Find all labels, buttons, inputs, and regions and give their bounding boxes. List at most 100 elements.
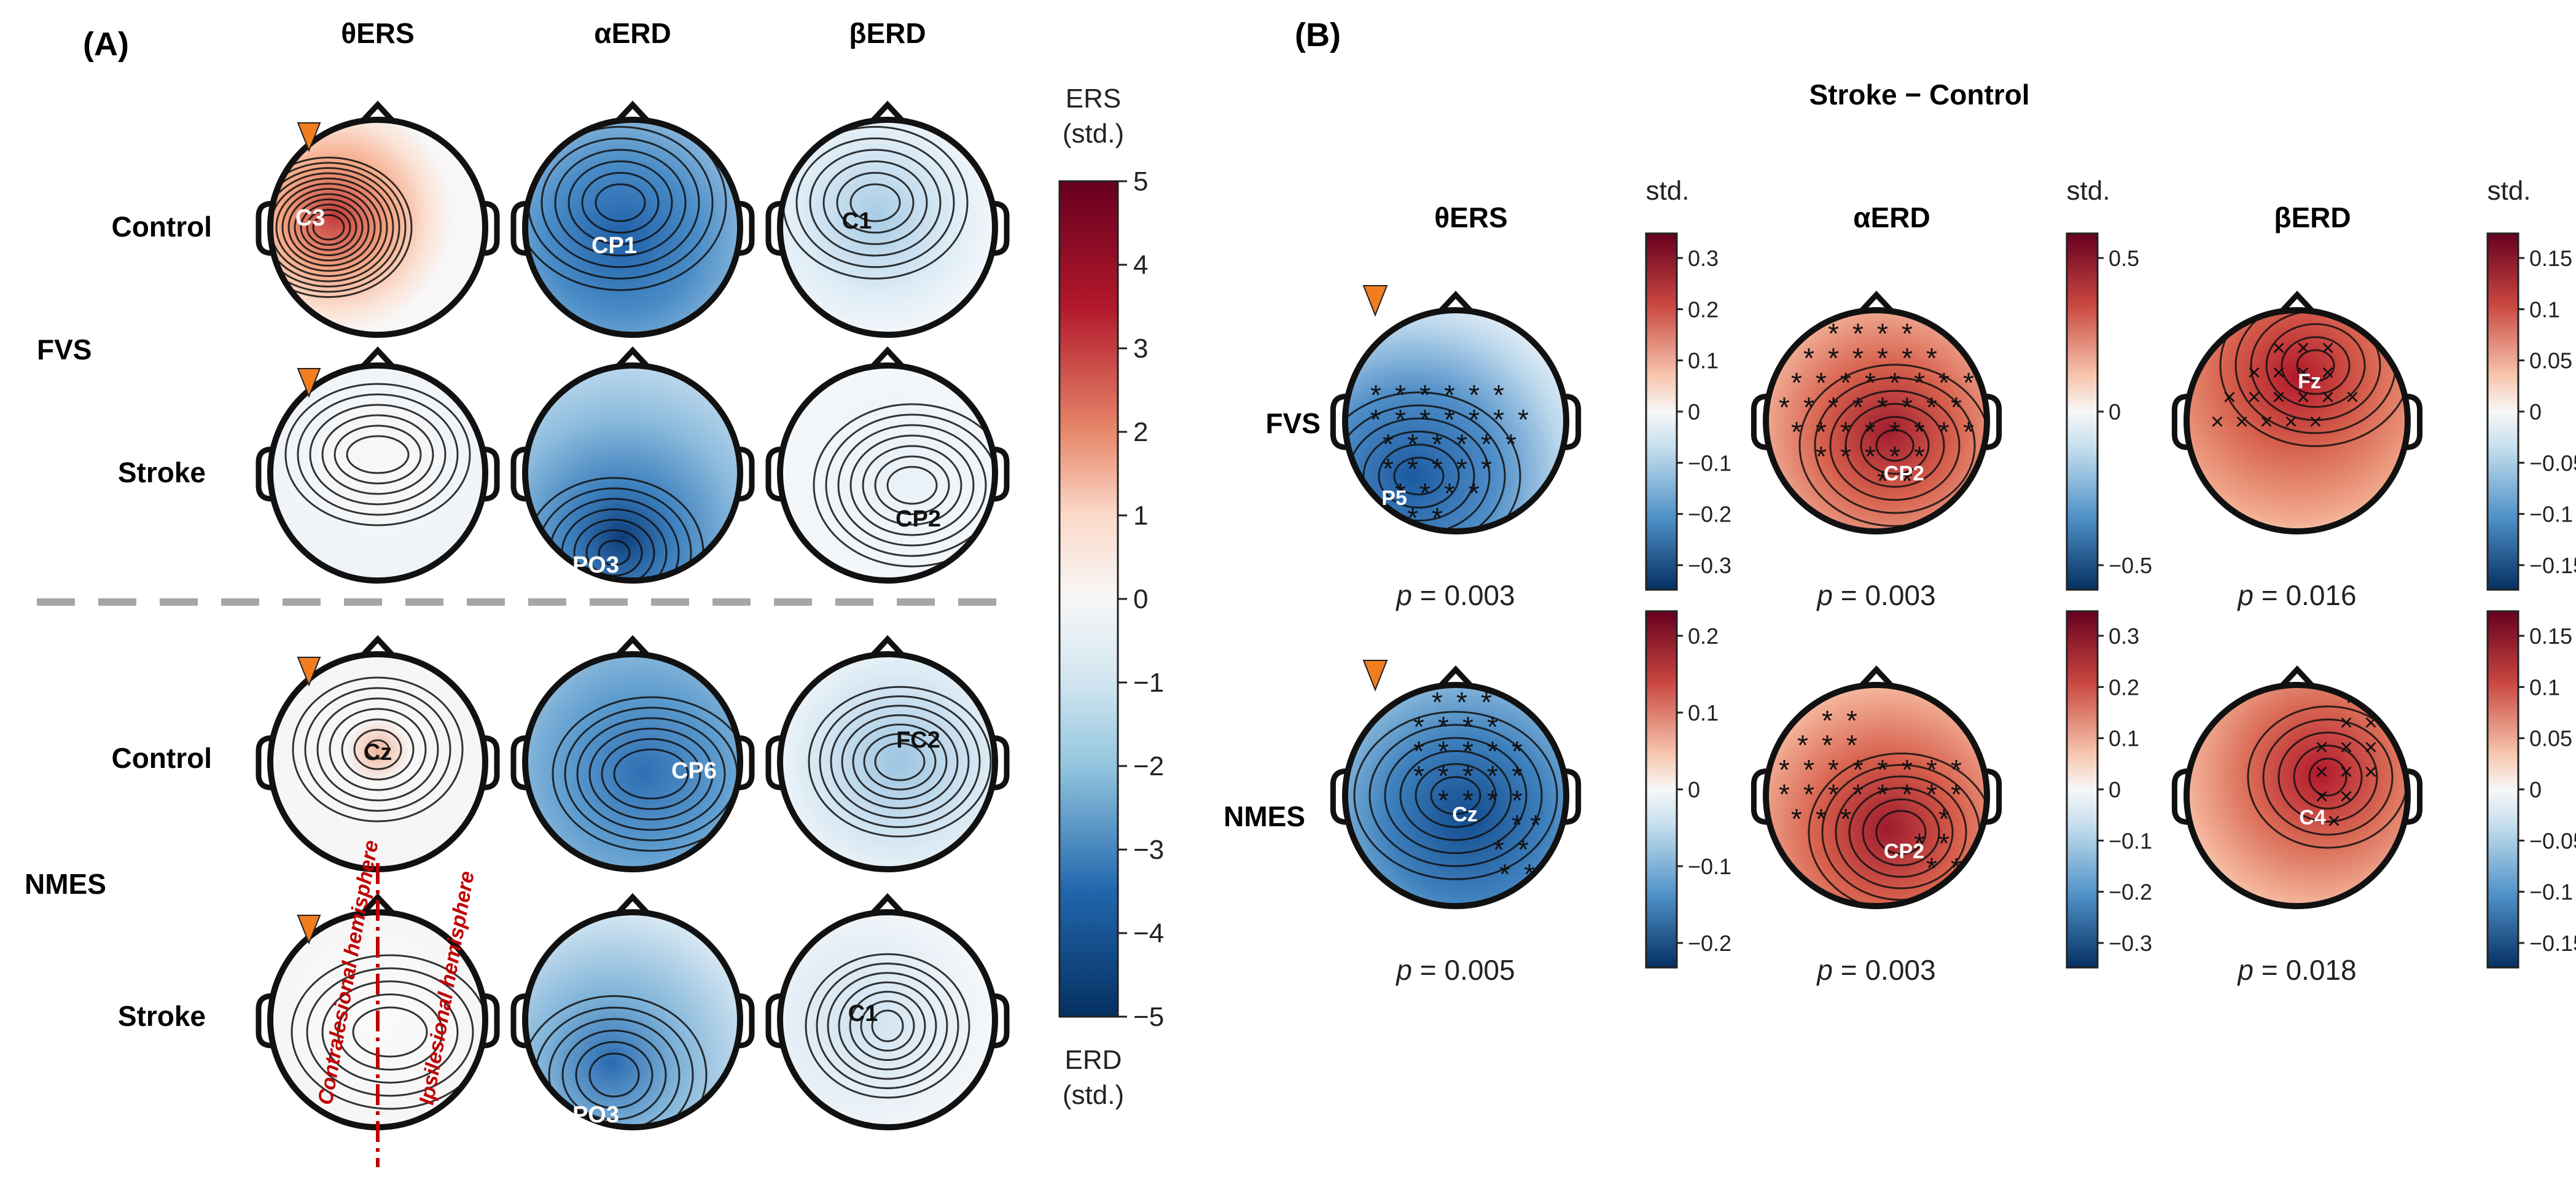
significance-marker: * — [1877, 465, 1888, 497]
left-ear — [1330, 768, 1347, 825]
significance-marker: * — [1840, 440, 1851, 472]
tick-label: −5 — [1133, 1002, 1164, 1032]
significance-marker: * — [1889, 416, 1900, 448]
significance-marker: * — [1444, 477, 1455, 509]
scalp-map — [2187, 310, 2408, 531]
left-ear — [256, 993, 272, 1049]
significance-marker: * — [1797, 729, 1808, 761]
significance-marker: * — [1456, 428, 1467, 460]
contour-lines — [805, 953, 970, 1099]
peak-electrode-label: CP1 — [591, 233, 637, 259]
p-value: 0.003 — [1444, 579, 1515, 611]
left-ear — [765, 447, 782, 502]
significance-marker: * — [1432, 453, 1443, 485]
significance-marker: * — [1902, 754, 1913, 786]
peak-electrode-label: Cz — [1452, 803, 1478, 826]
nose — [1859, 291, 1894, 313]
significance-marker: × — [2340, 710, 2353, 736]
significance-marker: * — [1791, 367, 1802, 399]
significant-electrodes: * * ** * * ** * * * ** * * * ** * * ** ** ** * — [1413, 686, 1541, 890]
right-ear — [2406, 393, 2423, 450]
scalp-map — [780, 912, 995, 1127]
tick-label: 0.15 — [2529, 246, 2572, 271]
significant-electrodes: * ** * ** * * * * * * ** * * * * * * ** * * ** ** * — [1779, 705, 1962, 884]
peak-electrode-label: PO3 — [572, 552, 619, 578]
row-label-fvs-stroke: Stroke — [118, 456, 206, 488]
head-outline — [522, 909, 743, 1130]
nose — [2279, 291, 2315, 313]
significance-marker: * — [1938, 416, 1950, 448]
significance-marker: * — [1889, 440, 1900, 472]
right-ear — [2406, 768, 2423, 825]
tick-label: −0.15 — [2529, 553, 2576, 578]
significance-marker: * — [1840, 367, 1851, 399]
peak-electrode-label: C3 — [295, 205, 326, 231]
left-ear — [2171, 768, 2188, 825]
tick-label: −0.2 — [1688, 931, 1731, 956]
significance-marker: * — [1963, 416, 1974, 448]
diff-colorbar — [1645, 232, 1678, 591]
peak-electrode-label: CP2 — [1884, 462, 1924, 485]
significance-marker: * — [1902, 778, 1913, 810]
nose — [870, 635, 905, 657]
significance-marker: * — [1481, 453, 1492, 485]
diff-topomap-head: * ** * ** * * * * * * ** * * * * * * ** * * ** ** *CP2 — [1751, 665, 2002, 909]
p-value-label: p = 0.016 — [2236, 579, 2356, 611]
significance-marker: * — [1462, 735, 1473, 767]
significance-marker: * — [1512, 760, 1523, 792]
significance-marker: * — [1926, 778, 1937, 810]
left-ear — [1330, 393, 1347, 450]
tick-label: −0.05 — [2529, 828, 2576, 853]
contour-lines — [292, 676, 464, 823]
significance-marker: * — [1462, 784, 1473, 816]
topomap-head: FC2 — [765, 635, 1010, 872]
significance-marker: × — [2284, 409, 2298, 435]
tick-label: 0.3 — [1688, 246, 1719, 271]
significance-marker: * — [1469, 379, 1480, 411]
nose — [870, 100, 905, 123]
right-ear — [738, 447, 755, 502]
tick-label: −0.5 — [2109, 553, 2152, 578]
tick-label: 0 — [2109, 399, 2121, 424]
nose — [2279, 665, 2315, 688]
diff-colorbar — [2486, 232, 2519, 591]
significance-marker: × — [2260, 409, 2273, 435]
significance-marker: * — [1902, 465, 1913, 497]
panel-b-col-header: βERD — [2274, 201, 2351, 233]
significance-marker: * — [1803, 754, 1814, 786]
left-ear — [765, 201, 782, 256]
tick-label: 0.15 — [2529, 624, 2572, 649]
p-equals: = — [1833, 954, 1865, 986]
panel-a-col-header: αERD — [594, 17, 671, 49]
p-value: 0.005 — [1444, 954, 1515, 986]
significance-marker: × — [2272, 360, 2285, 386]
panel-b-row-label-nmes: NMES — [1224, 800, 1305, 832]
significance-marker: × — [2315, 735, 2328, 761]
peak-electrode-label: CP6 — [671, 758, 717, 784]
significance-marker: * — [1926, 754, 1937, 786]
topomap-head: PO3 — [510, 893, 755, 1130]
peak-electrode-label: C1 — [842, 208, 872, 234]
tick-label: −0.15 — [2529, 931, 2576, 956]
right-ear — [483, 201, 500, 256]
panel-a-label: (A) — [83, 26, 129, 63]
significance-marker: * — [1487, 735, 1498, 767]
significance-marker: * — [1877, 391, 1888, 423]
significance-marker: * — [1413, 735, 1424, 767]
left-ear — [765, 735, 782, 791]
significance-marker: × — [2272, 385, 2285, 410]
significance-marker: * — [1512, 809, 1523, 841]
significance-marker: × — [2340, 784, 2353, 810]
significance-marker: * — [1828, 342, 1839, 374]
peak-electrode-label: C1 — [848, 1001, 878, 1026]
significance-marker: * — [1914, 827, 1925, 859]
significance-marker: * — [1407, 428, 1418, 460]
group-label-nmes: NMES — [25, 868, 106, 900]
nose — [870, 893, 905, 915]
significance-marker: × — [2364, 735, 2378, 761]
peak-electrode-label: Cz — [364, 740, 392, 765]
tick-label: 0 — [1133, 584, 1148, 614]
significance-marker: * — [1828, 318, 1839, 350]
nose — [1438, 665, 1473, 688]
tick-label: 0 — [1688, 399, 1700, 424]
